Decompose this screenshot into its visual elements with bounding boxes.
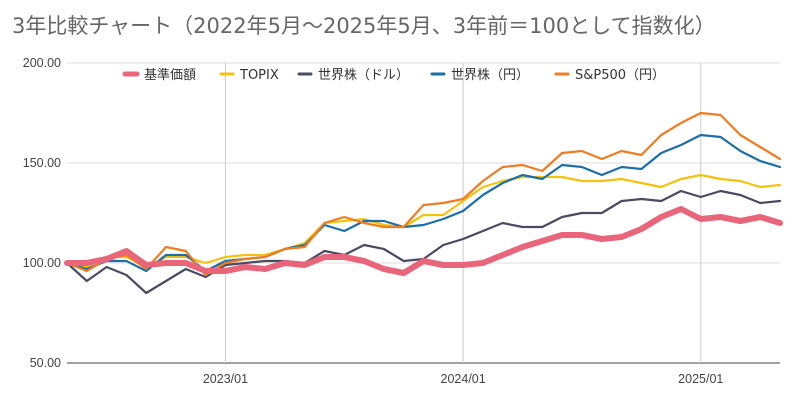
y-tick-label: 50.00 [30,356,61,370]
x-tick-label: 2024/01 [441,372,486,386]
series-line [65,173,782,269]
x-tick-label: 2023/01 [203,372,248,386]
legend-label: 世界株（円） [451,68,529,83]
series-line [64,206,783,276]
series-line [65,111,782,277]
x-tick-label: 2025/01 [678,372,723,386]
legend-label: S&P500（円） [575,68,665,83]
y-tick-label: 200.00 [23,56,61,70]
y-tick-label: 100.00 [23,256,61,270]
y-tick-label: 150.00 [23,156,61,170]
series-line [65,133,782,273]
chart-title: 3年比較チャート（2022年5月～2025年5月、3年前＝100として指数化） [12,14,716,38]
legend-label: 世界株（ドル） [318,68,409,83]
legend-label: 基準価額 [144,67,196,83]
legend-label: TOPIX [239,68,279,83]
